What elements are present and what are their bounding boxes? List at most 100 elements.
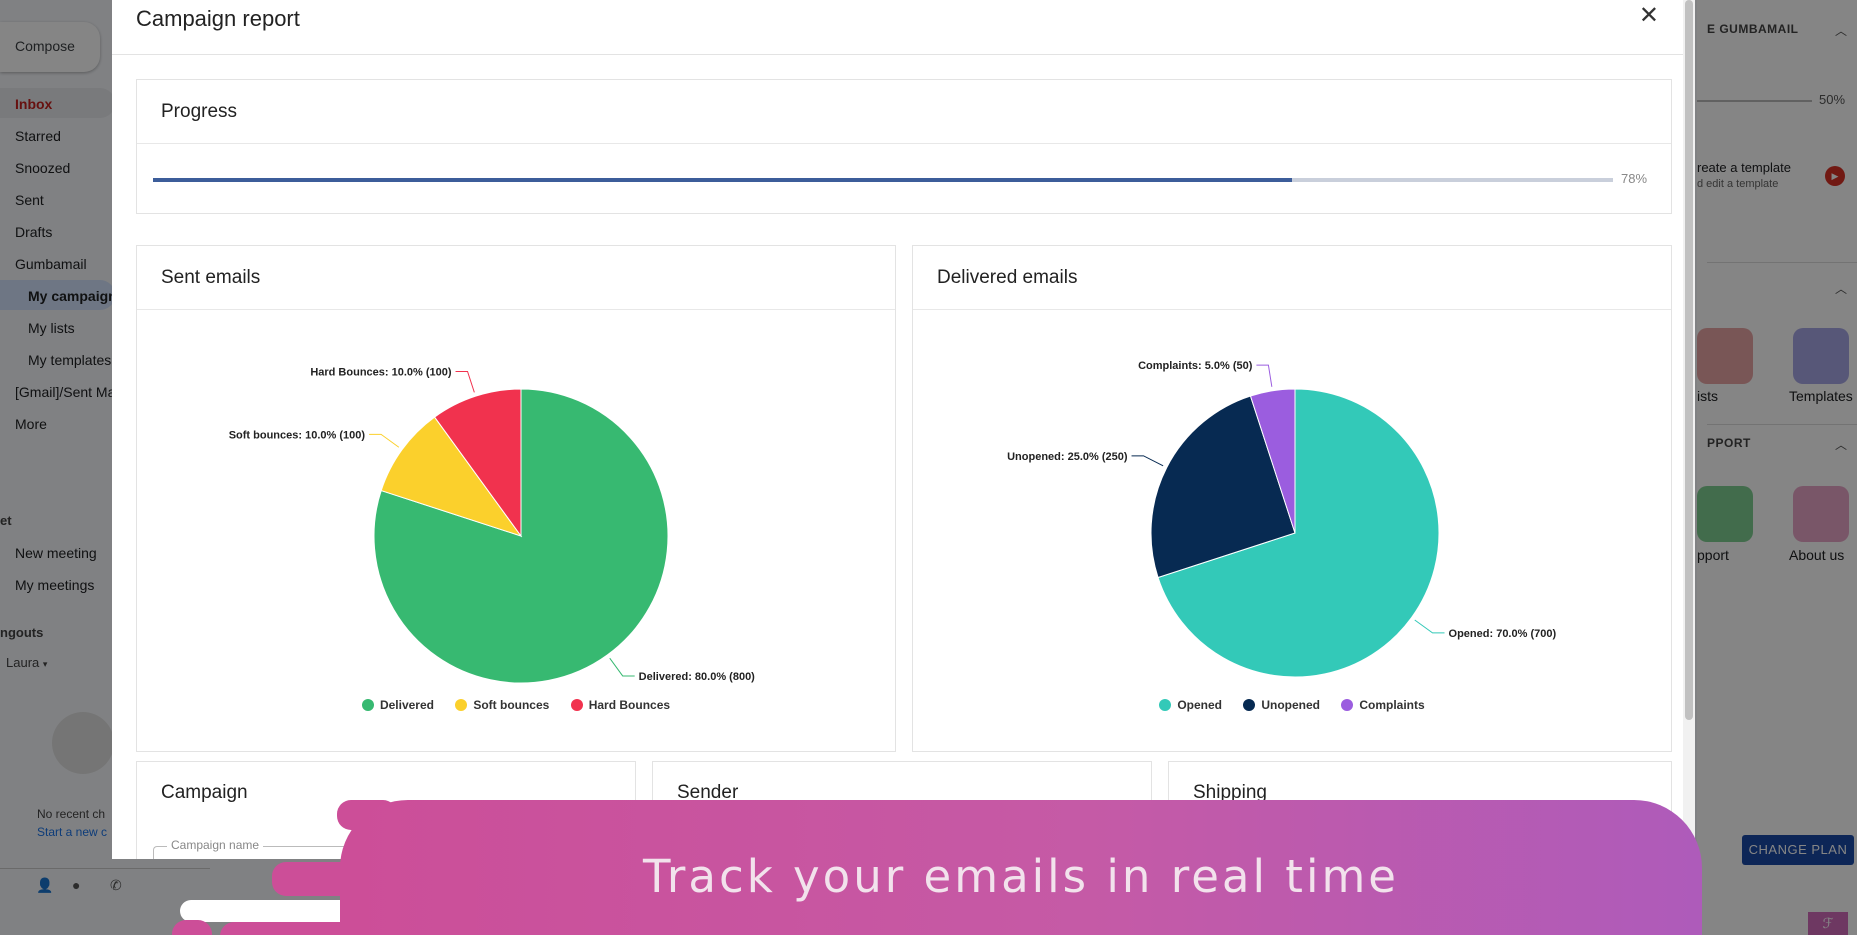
pie-leader-line xyxy=(1414,619,1445,634)
chevron-up-icon[interactable]: ︿ xyxy=(1834,282,1847,296)
phone-icon[interactable]: ✆ xyxy=(110,877,122,893)
banner-decoration xyxy=(220,922,370,935)
nav-gumbamail[interactable]: Gumbamail xyxy=(15,256,87,272)
pie-data-label: Delivered: 80.0% (800) xyxy=(639,671,756,683)
pie-data-label: Hard Bounces: 10.0% (100) xyxy=(310,366,452,378)
nav-drafts[interactable]: Drafts xyxy=(15,224,53,240)
templates-tile-label: Templates xyxy=(1789,388,1853,404)
legend-label: Complaints xyxy=(1359,698,1425,712)
nav-sent[interactable]: Sent xyxy=(15,192,44,208)
sent-emails-legend: Delivered Soft bounces Hard Bounces xyxy=(137,698,895,712)
progress-card: Progress 78% xyxy=(136,79,1672,214)
modal-scrollbar[interactable] xyxy=(1683,0,1695,859)
chevron-down-icon: ▾ xyxy=(42,659,48,669)
gumbamail-panel-header: E GUMBAMAIL xyxy=(1707,22,1799,36)
meet-section-title: et xyxy=(0,513,12,528)
delivered-emails-pie-chart: Opened: 70.0% (700) Unopened: 25.0% (250)… xyxy=(1007,360,1556,678)
legend-item-unopened[interactable]: Unopened xyxy=(1243,698,1320,712)
lists-tile-icon[interactable] xyxy=(1697,328,1753,384)
chevron-up-icon[interactable]: ︿ xyxy=(1834,438,1847,452)
modal-header: Campaign report ✕ xyxy=(112,0,1695,55)
gumbamail-logo-icon: ℱ xyxy=(1808,912,1848,935)
legend-dot xyxy=(1341,699,1354,711)
promo-banner xyxy=(340,800,1702,935)
pie-slice-unopened[interactable] xyxy=(1150,395,1296,579)
legend-item-soft-bounces[interactable]: Soft bounces xyxy=(455,698,549,712)
nav-starred[interactable]: Starred xyxy=(15,128,61,144)
delivered-emails-legend: Opened Unopened Complaints xyxy=(913,698,1671,712)
legend-label: Hard Bounces xyxy=(588,698,671,712)
pie-slice-opened[interactable] xyxy=(1157,388,1440,678)
templates-tile-icon[interactable] xyxy=(1793,328,1849,384)
sent-emails-pie-chart: Delivered: 80.0% (800) Soft bounces: 10.0… xyxy=(229,366,756,684)
about-us-tile-label: About us xyxy=(1789,547,1845,563)
sent-emails-card: Sent emails Delivered: 80.0% (800) Soft b… xyxy=(136,245,896,752)
gumbamail-side-panel: E GUMBAMAIL ︿ 50% reate a template d edi… xyxy=(1697,0,1857,935)
close-icon[interactable]: ✕ xyxy=(1638,2,1659,29)
pie-slice-soft-bounces[interactable] xyxy=(380,416,523,537)
banner-decoration xyxy=(172,920,212,935)
no-recent-chats-text: No recent ch xyxy=(37,807,106,821)
chat-placeholder-icon xyxy=(52,712,114,774)
usage-slider-track xyxy=(1697,100,1812,102)
legend-dot xyxy=(455,699,468,711)
delivered-emails-title: Delivered emails xyxy=(937,267,1078,288)
meet-new-meeting[interactable]: New meeting xyxy=(15,545,97,561)
pie-leader-line xyxy=(455,370,475,393)
legend-item-opened[interactable]: Opened xyxy=(1159,698,1222,712)
hangouts-section-title: ngouts xyxy=(0,625,44,640)
nav-my-lists[interactable]: My lists xyxy=(28,320,75,336)
hangouts-user[interactable]: Laura ▾ xyxy=(6,655,47,670)
nav-my-templates[interactable]: My templates xyxy=(28,352,112,368)
legend-item-delivered[interactable]: Delivered xyxy=(361,698,434,712)
scrollbar-thumb[interactable] xyxy=(1685,0,1693,720)
delivered-emails-header: Delivered emails xyxy=(913,246,1671,310)
shipping-section-title: Shipping xyxy=(1193,782,1267,803)
legend-item-hard-bounces[interactable]: Hard Bounces xyxy=(570,698,671,712)
nav-snoozed[interactable]: Snoozed xyxy=(15,160,71,176)
nav-inbox[interactable]: Inbox xyxy=(15,96,53,112)
progress-bar-fill xyxy=(153,178,1292,182)
divider xyxy=(1707,262,1857,263)
legend-label: Soft bounces xyxy=(473,698,550,712)
legend-label: Unopened xyxy=(1261,698,1320,712)
pie-slice-complaints[interactable] xyxy=(1249,388,1296,534)
campaign-name-label: Campaign name xyxy=(167,838,264,852)
nav-more[interactable]: More xyxy=(15,416,47,432)
legend-label: Opened xyxy=(1177,698,1222,712)
user-name: Laura xyxy=(6,655,40,670)
create-template-title[interactable]: reate a template xyxy=(1697,160,1791,175)
legend-item-complaints[interactable]: Complaints xyxy=(1341,698,1425,712)
pie-slice-hard-bounces[interactable] xyxy=(433,388,522,538)
create-template-subtitle: d edit a template xyxy=(1697,178,1779,190)
support-tile-icon[interactable] xyxy=(1697,486,1753,542)
pie-data-label: Complaints: 5.0% (50) xyxy=(1138,360,1253,372)
pie-leader-line xyxy=(1131,455,1164,467)
chevron-up-icon[interactable]: ︿ xyxy=(1834,24,1847,38)
nav-campaigns-highlight xyxy=(0,280,115,310)
nav-sent-mail-folder[interactable]: [Gmail]/Sent Mail xyxy=(15,384,122,400)
legend-dot xyxy=(361,699,374,711)
hangouts-toolbar: 👤 ● ✆ xyxy=(0,868,210,900)
change-plan-button[interactable]: CHANGE PLAN xyxy=(1742,835,1854,865)
legend-label: Delivered xyxy=(379,698,434,712)
compose-button[interactable]: Compose xyxy=(0,22,100,72)
divider xyxy=(1707,424,1857,425)
person-icon[interactable]: 👤 xyxy=(36,877,54,893)
start-new-chat-link[interactable]: Start a new c xyxy=(37,825,108,839)
legend-dot xyxy=(570,699,583,711)
chat-icon[interactable]: ● xyxy=(72,877,81,893)
meet-my-meetings[interactable]: My meetings xyxy=(15,577,95,593)
campaign-section-title: Campaign xyxy=(161,782,248,803)
delivered-emails-card: Delivered emails Opened: 70.0% (700) Unop… xyxy=(912,245,1672,752)
left-navigation: Compose Inbox Starred Snoozed Sent Draft… xyxy=(0,0,124,935)
nav-highlight xyxy=(0,88,115,118)
lists-tile-label: ists xyxy=(1697,388,1718,404)
sent-emails-header: Sent emails xyxy=(137,246,895,310)
about-us-tile-icon[interactable] xyxy=(1793,486,1849,542)
play-icon[interactable]: ▶ xyxy=(1825,166,1845,186)
usage-percent: 50% xyxy=(1819,92,1846,107)
nav-my-campaigns[interactable]: My campaigns xyxy=(28,288,125,304)
campaign-report-modal: Campaign report ✕ Progress 78% Sent emai… xyxy=(112,0,1695,859)
pie-leader-line xyxy=(1256,364,1273,387)
